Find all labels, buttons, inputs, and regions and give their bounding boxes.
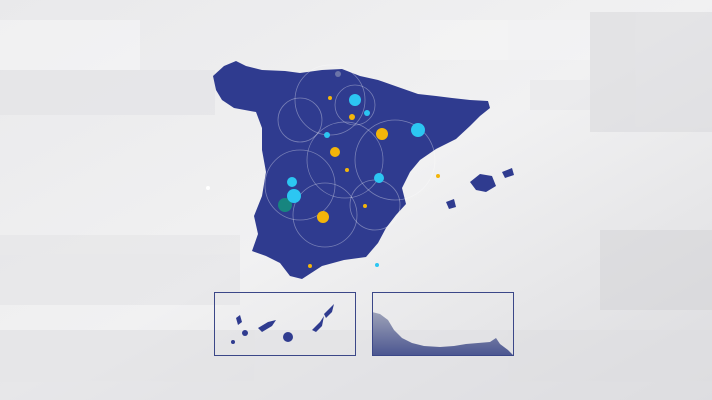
island (258, 320, 276, 332)
dot (375, 263, 379, 267)
island (324, 304, 334, 318)
dot (287, 177, 297, 187)
panel (0, 235, 240, 305)
dot (330, 147, 340, 157)
dot (345, 168, 349, 172)
dot (317, 211, 329, 223)
ring (306, 121, 384, 199)
ring (354, 119, 436, 201)
dot (349, 94, 361, 106)
dot (324, 132, 330, 138)
dot (308, 264, 312, 268)
dot (328, 96, 332, 100)
ring (292, 182, 358, 248)
ring (277, 97, 323, 143)
menorca (502, 168, 514, 178)
panel (530, 80, 590, 110)
dot (349, 114, 355, 120)
panel (600, 230, 712, 310)
ring (264, 149, 336, 221)
panel (0, 20, 140, 70)
panel (0, 70, 215, 115)
rings (264, 64, 436, 248)
ibiza (446, 199, 456, 209)
ceuta-melilla-inset (372, 292, 514, 356)
dot (364, 110, 370, 116)
inset-frame (214, 292, 356, 356)
dot (376, 128, 388, 140)
dot (436, 174, 440, 178)
dots (206, 71, 440, 268)
coastline (372, 312, 514, 356)
panel (420, 20, 590, 60)
balearic-islands (446, 168, 514, 209)
inset-frame (372, 292, 514, 356)
canary-inset (214, 292, 356, 356)
island (312, 316, 324, 332)
island (242, 330, 248, 336)
island (231, 340, 235, 344)
dot (206, 186, 210, 190)
mainland-map (213, 61, 490, 279)
dot (411, 123, 425, 137)
ring (334, 84, 376, 126)
background-panels (0, 12, 712, 400)
panel (590, 12, 712, 132)
island (236, 315, 242, 325)
dot (363, 204, 367, 208)
dot (278, 198, 292, 212)
dot (374, 173, 384, 183)
dot (287, 189, 301, 203)
dot (335, 71, 341, 77)
island (283, 332, 293, 342)
mallorca (470, 174, 496, 192)
